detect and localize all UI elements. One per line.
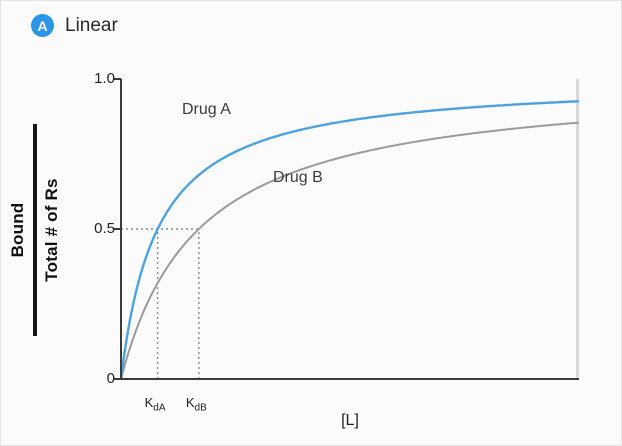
curve-drug-b bbox=[120, 121, 580, 380]
y-tick-marks bbox=[114, 78, 121, 380]
kdb-marker-label: KdB bbox=[186, 395, 207, 414]
y-axis-label: Bound Total # of Rs bbox=[3, 124, 67, 336]
y-axis-numerator: Bound bbox=[8, 202, 27, 258]
kdb-prefix: K bbox=[185, 395, 195, 410]
curve-label-drug-b: Drug B bbox=[273, 169, 323, 186]
kda-prefix: K bbox=[144, 395, 154, 410]
panel-a-badge: A bbox=[31, 14, 54, 37]
kdb-subscript: dB bbox=[194, 402, 207, 414]
panel-title: Linear bbox=[65, 15, 118, 36]
y-axis-denominator: Total # of Rs bbox=[42, 178, 61, 282]
y-tick-label-1: 1.0 bbox=[94, 70, 115, 87]
x-axis-label: [L] bbox=[341, 412, 359, 429]
axis-lines bbox=[120, 79, 579, 380]
panel-a-badge-letter: A bbox=[37, 17, 48, 34]
curve-label-drug-a: Drug A bbox=[182, 101, 231, 118]
kda-marker-label: KdA bbox=[145, 395, 166, 414]
y-tick-label-0: 0 bbox=[106, 370, 115, 387]
binding-curve-plot bbox=[114, 78, 580, 380]
fraction-bar bbox=[33, 124, 37, 336]
y-tick-label-05: 0.5 bbox=[94, 220, 115, 237]
kda-subscript: dA bbox=[153, 402, 166, 414]
curve-drug-a bbox=[119, 100, 580, 380]
